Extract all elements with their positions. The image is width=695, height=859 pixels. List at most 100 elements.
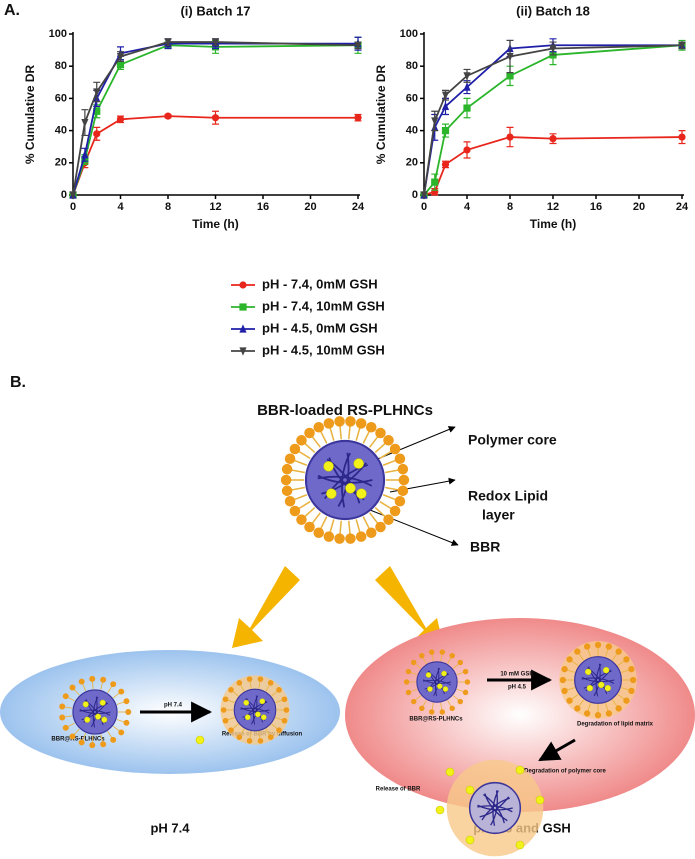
part-label: BBR: [470, 539, 500, 555]
lipid-head: [110, 681, 117, 688]
lipid-tail: [73, 728, 80, 735]
lipid-head: [462, 668, 469, 675]
lipid-head: [355, 418, 367, 429]
lipid-tail: [240, 684, 245, 692]
released-drug: [435, 805, 445, 815]
lipid-head: [397, 485, 409, 497]
nanoparticle: [403, 649, 471, 715]
y-tick-label: 80: [406, 60, 418, 72]
data-point: [211, 114, 220, 122]
lipid-head: [439, 649, 445, 655]
lipid-head: [236, 680, 243, 686]
drug: [95, 713, 102, 720]
data-point: [93, 130, 101, 138]
lipid-head: [284, 496, 296, 507]
drug: [353, 458, 364, 469]
lipid-head: [296, 514, 307, 525]
lipid-tail: [456, 671, 464, 676]
lipid-tail: [431, 702, 434, 710]
lipid-tail: [265, 728, 270, 736]
chart-title: (i) Batch 17: [180, 3, 250, 18]
lipid-head: [449, 652, 455, 659]
data-point: [93, 88, 101, 97]
lipid-head: [222, 717, 229, 724]
nanoparticle: [220, 675, 290, 745]
lipid-head: [281, 696, 288, 703]
drug: [84, 716, 91, 723]
lipid-tail: [621, 669, 630, 673]
stage-label: BBR@RS-PLHNCs: [409, 717, 463, 723]
lipid-head: [89, 742, 96, 749]
lipid-head: [383, 514, 394, 525]
lipid-tail: [291, 486, 305, 491]
y-tick-label: 60: [406, 92, 418, 104]
lipid-tail: [379, 500, 392, 510]
data-point: [354, 41, 362, 50]
lipid-head: [594, 641, 602, 648]
lipid-tail: [571, 693, 579, 700]
lipid-tail: [385, 486, 399, 491]
lipid-head: [583, 643, 591, 650]
drug: [586, 684, 594, 692]
lipid-tail: [319, 516, 328, 530]
panel-label: B.: [10, 374, 26, 391]
lipid-tail: [82, 732, 87, 741]
x-tick-label: 24: [676, 201, 689, 213]
lipid-tail: [291, 469, 305, 474]
released-drug: [465, 785, 475, 795]
lipid-tail: [64, 706, 73, 709]
drug: [427, 686, 433, 692]
data-point: [164, 38, 172, 47]
x-tick-label: 4: [464, 201, 471, 213]
lipid-head: [561, 665, 568, 673]
released-drug: [515, 765, 525, 775]
lipid-head: [389, 443, 401, 455]
lipid-head: [267, 734, 274, 740]
lipid-tail: [447, 657, 452, 664]
lipid-tail: [73, 689, 80, 696]
data-point: [549, 135, 557, 143]
lipid-head: [355, 531, 367, 542]
lipid-head: [296, 435, 307, 446]
lipid-head: [383, 435, 394, 446]
released-drug: [535, 795, 545, 805]
drug: [345, 482, 356, 494]
data-point: [354, 114, 362, 122]
lipid-tail: [605, 648, 609, 657]
lipid-head: [410, 659, 417, 666]
lipid-tail: [67, 722, 75, 728]
lipid-tail: [456, 688, 464, 693]
lipid-head: [276, 687, 282, 693]
lipid-head: [410, 698, 417, 705]
lipid-tail: [587, 648, 591, 657]
lipid-tail: [374, 506, 386, 518]
series-line: [423, 44, 683, 196]
x-tick-label: 4: [117, 201, 124, 213]
lipid-head: [304, 427, 315, 439]
x-tick-label: 0: [70, 201, 76, 213]
lipid-head: [69, 733, 76, 740]
lipid-head: [280, 474, 292, 486]
drug: [260, 714, 267, 721]
lipid-tail: [319, 430, 328, 444]
lipid-tail: [329, 519, 335, 533]
lipid-head: [334, 533, 345, 544]
legend-marker: [239, 324, 247, 333]
data-point: [116, 115, 125, 123]
lipid-head: [334, 416, 345, 427]
lipid-head: [462, 689, 469, 696]
lipid-head: [289, 443, 301, 455]
polymer-core: [304, 439, 386, 521]
drug: [604, 684, 612, 692]
lipid-tail: [385, 469, 399, 474]
lipid-tail: [258, 731, 261, 739]
data-point: [678, 133, 686, 141]
lipid-tail: [369, 435, 379, 448]
lipid-tail: [382, 459, 397, 466]
drug: [323, 461, 334, 472]
lipid-head: [100, 741, 107, 748]
lipid-tail: [415, 695, 422, 701]
lipid-head: [257, 676, 264, 682]
process-arrow: [538, 738, 576, 762]
lipid-head: [78, 739, 85, 746]
